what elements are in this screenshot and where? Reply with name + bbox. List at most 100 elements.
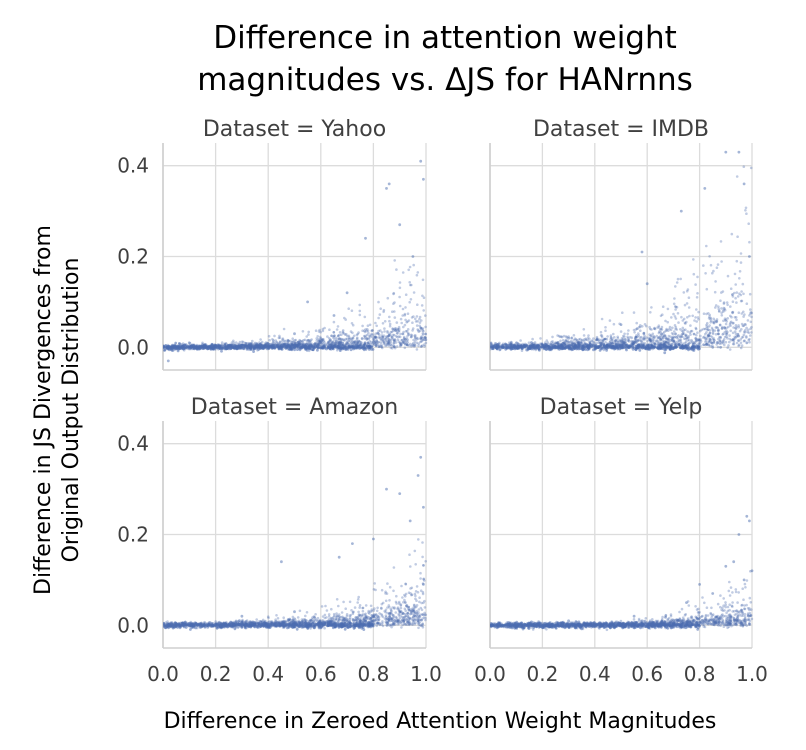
- data-point: [381, 336, 385, 339]
- data-point: [570, 336, 574, 340]
- data-point: [278, 340, 282, 344]
- data-point: [742, 324, 746, 328]
- data-point: [315, 337, 319, 340]
- data-point: [729, 324, 732, 328]
- data-point: [309, 339, 313, 343]
- data-point: [569, 341, 572, 344]
- data-point: [674, 285, 677, 288]
- data-point: [671, 338, 674, 342]
- data-point: [203, 343, 207, 347]
- data-point: [387, 344, 391, 347]
- data-point: [702, 312, 706, 316]
- data-point: [592, 337, 595, 340]
- data-point: [708, 337, 712, 341]
- data-point: [725, 320, 728, 323]
- data-point: [424, 325, 427, 329]
- data-point: [696, 338, 699, 342]
- data-point: [750, 331, 753, 334]
- data-point: [365, 336, 369, 340]
- data-point: [412, 344, 416, 347]
- data-point: [749, 334, 752, 337]
- data-point: [307, 339, 311, 342]
- data-point: [405, 604, 408, 608]
- data-point: [363, 617, 366, 620]
- data-point: [396, 335, 399, 339]
- data-point: [282, 327, 286, 331]
- data-point: [728, 323, 732, 326]
- data-point: [655, 339, 658, 342]
- data-point: [332, 331, 336, 334]
- data-point: [747, 331, 751, 335]
- data-point: [618, 339, 621, 342]
- scatter-points: [490, 150, 754, 355]
- data-point: [739, 261, 743, 264]
- data-point: [719, 335, 722, 339]
- data-point: [673, 315, 677, 318]
- data-point: [409, 298, 413, 301]
- data-point: [410, 333, 413, 337]
- data-point: [609, 342, 612, 345]
- data-point: [660, 328, 664, 331]
- data-point: [388, 611, 391, 615]
- data-point: [705, 327, 708, 330]
- data-point: [291, 615, 295, 619]
- data-point: [696, 292, 699, 295]
- data-point: [681, 335, 684, 339]
- data-point: [294, 341, 298, 345]
- data-point: [237, 342, 240, 346]
- data-point: [380, 588, 384, 592]
- data-point: [692, 345, 696, 349]
- data-point: [399, 614, 402, 617]
- data-point: [711, 332, 715, 336]
- data-point: [567, 340, 571, 344]
- data-point: [649, 339, 653, 343]
- data-point: [733, 330, 737, 333]
- data-point: [404, 329, 408, 333]
- data-point: [424, 338, 427, 342]
- data-point: [419, 337, 423, 341]
- data-point: [599, 347, 603, 351]
- data-point: [743, 313, 746, 316]
- data-point: [293, 339, 297, 342]
- data-point: [255, 346, 258, 350]
- x-tick-label: 0.2: [200, 662, 232, 686]
- data-point: [726, 346, 729, 350]
- data-point: [656, 346, 659, 350]
- data-point: [603, 338, 606, 341]
- data-point: [371, 615, 375, 619]
- data-point: [382, 310, 385, 314]
- data-point: [695, 333, 698, 337]
- data-point: [722, 332, 725, 336]
- data-point: [531, 337, 534, 341]
- data-point: [663, 334, 666, 338]
- data-point: [733, 335, 736, 339]
- data-point: [373, 343, 376, 346]
- data-point: [498, 341, 501, 345]
- data-point: [563, 343, 567, 346]
- data-point: [743, 331, 747, 334]
- data-point: [718, 323, 722, 327]
- data-point: [358, 309, 362, 313]
- data-point: [741, 282, 745, 286]
- data-point: [278, 334, 281, 338]
- data-point: [392, 615, 396, 619]
- data-point: [708, 313, 711, 317]
- data-point: [401, 271, 405, 274]
- data-point: [381, 615, 385, 619]
- data-point: [621, 340, 625, 344]
- data-point: [281, 337, 285, 341]
- data-point: [364, 236, 367, 240]
- data-point: [286, 339, 290, 342]
- data-point: [423, 335, 426, 339]
- data-point: [393, 328, 397, 332]
- data-point: [424, 332, 428, 336]
- data-point: [361, 613, 365, 616]
- data-point: [419, 340, 422, 344]
- data-point: [674, 335, 677, 339]
- data-point: [421, 624, 424, 627]
- data-point: [422, 309, 426, 312]
- data-point: [393, 316, 397, 319]
- data-point: [423, 336, 427, 339]
- data-point: [694, 316, 697, 319]
- data-point: [612, 332, 615, 336]
